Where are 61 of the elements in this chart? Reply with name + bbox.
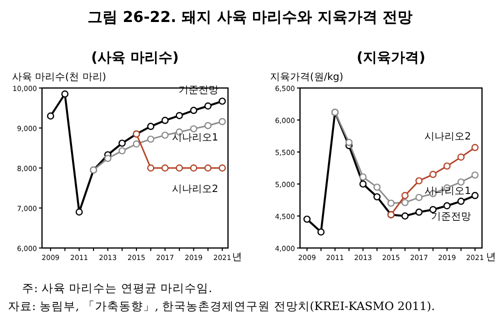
point	[443, 162, 451, 170]
point	[204, 164, 212, 172]
point	[373, 193, 381, 200]
y-axis-title: 지육가격(원/kg)	[270, 72, 344, 83]
point	[147, 122, 154, 130]
text: 주: 사육 마리수는 연평균 마리수임.	[22, 281, 212, 295]
point	[471, 171, 479, 179]
series-label: 시나리오1	[424, 186, 471, 198]
point	[76, 208, 83, 216]
point	[118, 147, 126, 154]
point	[401, 192, 409, 200]
point	[218, 98, 226, 105]
point	[218, 164, 226, 172]
point	[401, 212, 409, 220]
point	[317, 228, 325, 236]
chart-title: 그림 26-22. 돼지 사육 마리수와 지육가격 전망	[87, 8, 413, 26]
point	[161, 164, 169, 172]
point	[118, 140, 126, 147]
point	[104, 154, 112, 162]
point	[147, 164, 154, 172]
point	[190, 125, 198, 132]
point	[204, 122, 212, 130]
point	[415, 177, 423, 184]
x-axis-title: 년	[232, 252, 242, 263]
point	[345, 138, 353, 146]
point	[429, 170, 437, 178]
point	[359, 173, 367, 181]
point	[443, 202, 451, 210]
y-axis-title: 사육 마리수(천 마리)	[12, 72, 106, 83]
point	[190, 106, 198, 114]
point	[373, 184, 381, 191]
chart-subtitle: (지육가격)	[356, 50, 426, 66]
point	[457, 178, 465, 186]
point	[415, 194, 423, 202]
point	[132, 140, 140, 148]
point	[471, 192, 479, 200]
point	[387, 200, 395, 207]
point	[204, 102, 212, 110]
series-label: 시나리오1	[172, 132, 218, 144]
point	[190, 164, 198, 172]
point	[161, 116, 169, 124]
point	[401, 198, 409, 206]
point	[471, 144, 479, 152]
text: 자료: 농림부, 「가축동향」, 한국농촌경제연구원 전망치(KREI-KASMO 2011).	[8, 299, 435, 313]
point	[61, 90, 68, 98]
series-label: 기준전망	[431, 212, 471, 223]
point	[303, 216, 311, 223]
point	[457, 198, 465, 205]
point	[457, 154, 465, 161]
point	[176, 112, 183, 120]
point	[415, 208, 423, 216]
point	[176, 164, 183, 172]
point	[147, 136, 154, 143]
series-label: 시나리오2	[172, 184, 218, 195]
x-axis-title: 년	[486, 252, 496, 263]
point	[359, 180, 367, 188]
point	[46, 112, 54, 120]
point	[218, 118, 226, 126]
point	[161, 132, 169, 139]
chart-subtitle: (사육 마리수)	[91, 50, 179, 66]
series-label: 시나리오2	[424, 132, 471, 143]
